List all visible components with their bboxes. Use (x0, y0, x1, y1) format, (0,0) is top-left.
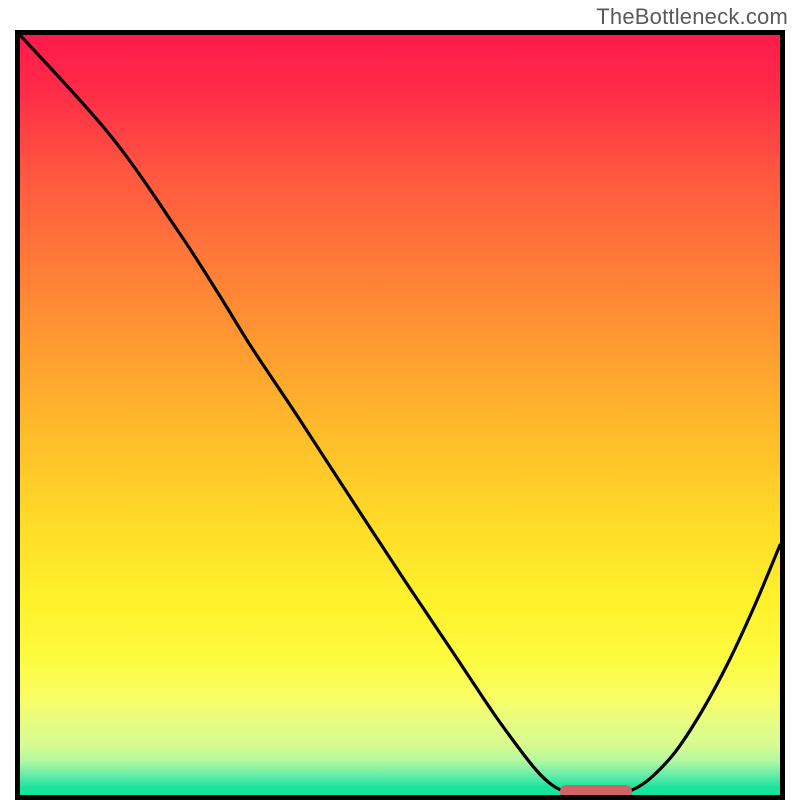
chart-frame (15, 30, 785, 800)
optimal-range-marker (560, 785, 632, 798)
curve-svg (20, 35, 780, 795)
watermark-text: TheBottleneck.com (596, 4, 788, 30)
bottleneck-curve (20, 35, 780, 795)
